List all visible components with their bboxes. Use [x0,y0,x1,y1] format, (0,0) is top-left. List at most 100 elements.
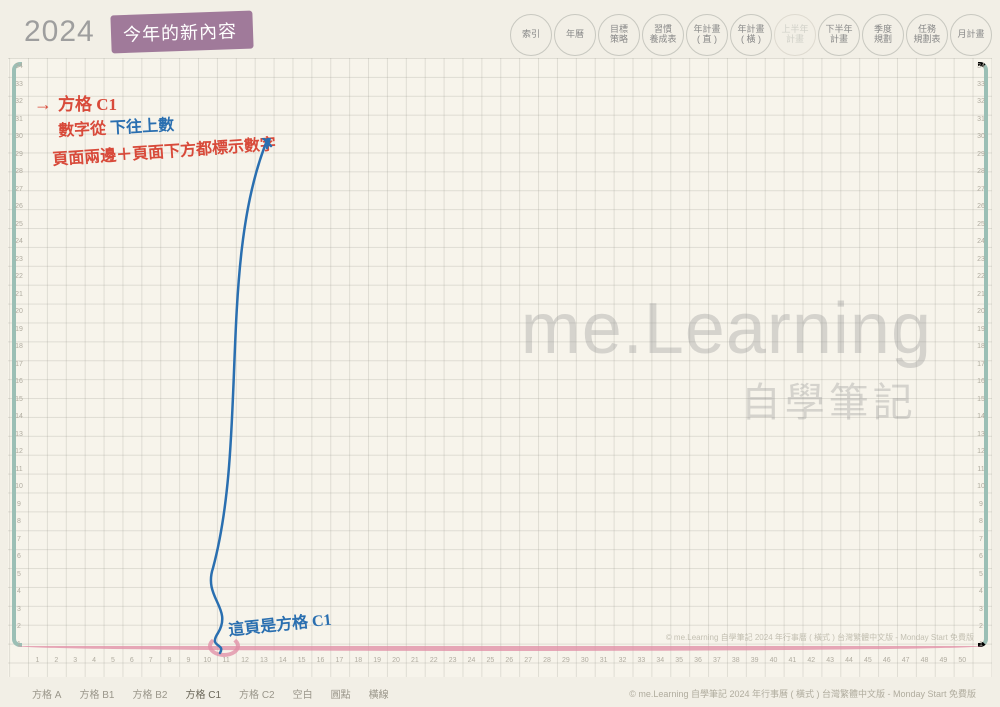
ruler-tick: 38 [726,653,745,667]
hand-note-line1: 方格 C1 [58,90,117,115]
nav-button-label: 策略 [610,35,628,45]
ruler-tick: 23 [970,251,992,269]
ruler-tick: 49 [934,653,953,667]
hand-note-line2a: 數字從 [58,121,107,140]
ruler-tick: 8 [8,513,30,531]
ruler-tick: 21 [8,286,30,304]
ruler-tick: 24 [970,233,992,251]
ruler-tick: 13 [970,426,992,444]
ruler-tick: 26 [970,198,992,216]
ruler-tick: 22 [8,268,30,286]
ruler-tick: 4 [85,653,104,667]
footer-copyright: © me.Learning 自學筆記 2024 年行事曆 ( 橫式 ) 台灣繁體… [629,687,976,700]
ruler-tick: 4 [8,583,30,601]
ruler-tick: 30 [970,128,992,146]
ruler-tick: 13 [8,426,30,444]
ruler-tick: 7 [8,531,30,549]
ruler-tick: 9 [179,653,198,667]
ruler-tick: 3 [8,601,30,619]
nav-button[interactable]: 目標策略 [598,14,640,56]
ruler-tick: 26 [500,653,519,667]
ruler-tick: 35 [670,653,689,667]
nav-button[interactable]: 年曆 [554,14,596,56]
ruler-tick: 6 [8,548,30,566]
ruler-tick: 32 [970,93,992,111]
nav-tabs: 索引年曆目標策略習慣養成表年計畫( 直 )年計畫( 橫 )上半年計畫下半年計畫季… [510,14,992,56]
ruler-tick: 39 [745,653,764,667]
footer-tab[interactable]: 橫線 [369,686,389,701]
nav-button[interactable]: 習慣養成表 [642,14,684,56]
ruler-tick: 25 [970,216,992,234]
footer-tab[interactable]: 方格 B2 [132,686,167,701]
ruler-tick: 16 [970,373,992,391]
ruler-tick: 21 [406,653,425,667]
ruler-tick: 17 [8,356,30,374]
footer-tab[interactable]: 方格 C1 [185,686,221,701]
ruler-tick: 32 [613,653,632,667]
ruler-tick: 9 [8,496,30,514]
ruler-tick: 29 [970,146,992,164]
ruler-tick: 22 [424,653,443,667]
ruler-bottom: 1234567891011121314151617181920212223242… [28,653,972,667]
ruler-tick: 25 [8,216,30,234]
ruler-tick: 30 [8,128,30,146]
ruler-tick: 29 [8,146,30,164]
ruler-tick: 43 [821,653,840,667]
footer-tab[interactable]: 方格 A [32,686,61,701]
ruler-tick: 45 [859,653,878,667]
red-arrow-icon: → [34,94,52,115]
nav-button-label: 索引 [522,30,540,40]
ruler-tick: 1 [28,653,47,667]
ruler-tick: 2 [47,653,66,667]
ruler-tick: 22 [970,268,992,286]
nav-button-label: 年曆 [566,30,584,40]
ruler-tick: 11 [8,461,30,479]
ruler-tick: 6 [970,548,992,566]
ruler-tick: 8 [970,513,992,531]
ruler-tick: 14 [970,408,992,426]
ruler-tick: 18 [349,653,368,667]
ruler-tick: 36 [689,653,708,667]
ruler-left: 1234567891011121314151617181920212223242… [8,58,30,653]
footer-tab[interactable]: 方格 B1 [79,686,114,701]
nav-button[interactable]: 索引 [510,14,552,56]
ruler-tick: 24 [8,233,30,251]
ruler-tick: 5 [970,566,992,584]
ruler-tick: 27 [8,181,30,199]
nav-button-label: 計畫 [786,35,804,45]
ruler-tick: 10 [8,478,30,496]
nav-button[interactable]: 下半年計畫 [818,14,860,56]
ruler-tick: 4 [970,583,992,601]
ruler-tick: 24 [462,653,481,667]
ruler-tick: 34 [8,58,30,76]
nav-button[interactable]: 年計畫( 直 ) [686,14,728,56]
footer-tab[interactable]: 方格 C2 [239,686,275,701]
ruler-tick: 37 [708,653,727,667]
ruler-tick: 10 [970,478,992,496]
nav-button-label: 規劃 [874,35,892,45]
nav-button-label: 月計畫 [957,30,984,40]
ruler-tick: 28 [8,163,30,181]
nav-button[interactable]: 任務規劃表 [906,14,948,56]
ruler-tick: 14 [273,653,292,667]
ruler-tick: 21 [970,286,992,304]
ruler-tick: 20 [387,653,406,667]
ruler-tick: 28 [970,163,992,181]
ruler-tick: 3 [970,601,992,619]
ruler-tick: 27 [970,181,992,199]
footer-tabs: 方格 A 方格 B1 方格 B2 方格 C1 方格 C2 空白 圓點 橫線 [32,686,389,701]
ruler-tick: 12 [8,443,30,461]
ruler-right: 1234567891011121314151617181920212223242… [970,58,992,653]
ruler-tick: 48 [915,653,934,667]
ruler-tick: 14 [8,408,30,426]
nav-button[interactable]: 月計畫 [950,14,992,56]
header: 2024 今年的新內容 索引年曆目標策略習慣養成表年計畫( 直 )年計畫( 橫 … [0,8,1000,56]
paper-area: 1234567891011121314151617181920212223242… [8,58,992,677]
nav-button[interactable]: 季度規劃 [862,14,904,56]
nav-button[interactable]: 年計畫( 橫 ) [730,14,772,56]
ruler-tick: 27 [519,653,538,667]
ruler-tick: 33 [970,76,992,94]
footer-tab[interactable]: 圓點 [331,686,351,701]
footer-tab[interactable]: 空白 [293,686,313,701]
year-label: 2024 [24,15,95,49]
